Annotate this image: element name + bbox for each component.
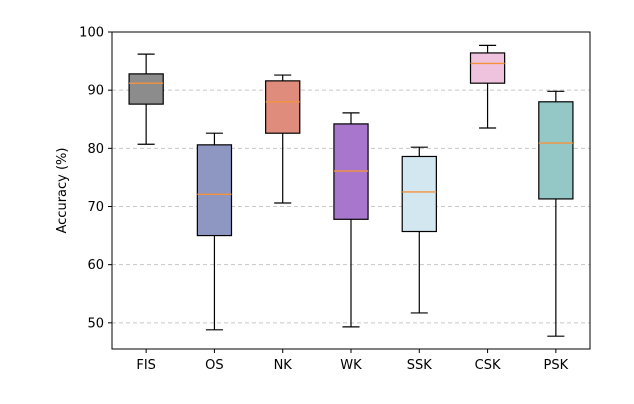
x-tick-label-psk: PSK (544, 358, 569, 373)
y-axis-ticks: 50 60 70 80 90 100 (79, 26, 112, 331)
y-axis-label: Accuracy (%) (55, 148, 70, 234)
iqr-box (265, 80, 301, 134)
iqr-box (401, 155, 437, 233)
x-tick-label-csk: CSK (475, 358, 501, 373)
y-tick-label-100: 100 (79, 26, 104, 41)
x-tick-label-fis: FIS (136, 358, 156, 373)
x-tick-label-ssk: SSK (407, 358, 433, 373)
iqr-box (196, 144, 233, 237)
iqr-box (469, 52, 506, 84)
y-tick-label-70: 70 (87, 200, 104, 215)
iqr-box (128, 73, 164, 105)
y-tick-label-80: 80 (87, 142, 104, 157)
box-csk (469, 44, 506, 129)
x-axis-ticks: FIS OS NK WK SSK CSK PSK (136, 349, 569, 373)
box-os (196, 132, 233, 331)
box-wk (333, 112, 369, 328)
x-tick-label-os: OS (205, 358, 223, 373)
box-ssk (401, 146, 437, 314)
box-psk (538, 90, 574, 337)
y-tick-label-90: 90 (87, 84, 104, 99)
x-tick-label-wk: WK (340, 358, 362, 373)
x-tick-label-nk: NK (274, 358, 293, 373)
iqr-box (538, 101, 574, 200)
y-tick-label-50: 50 (87, 316, 104, 331)
y-tick-label-60: 60 (87, 258, 104, 273)
box-nk (265, 74, 301, 204)
box-fis (128, 53, 164, 145)
box-series (128, 44, 574, 337)
